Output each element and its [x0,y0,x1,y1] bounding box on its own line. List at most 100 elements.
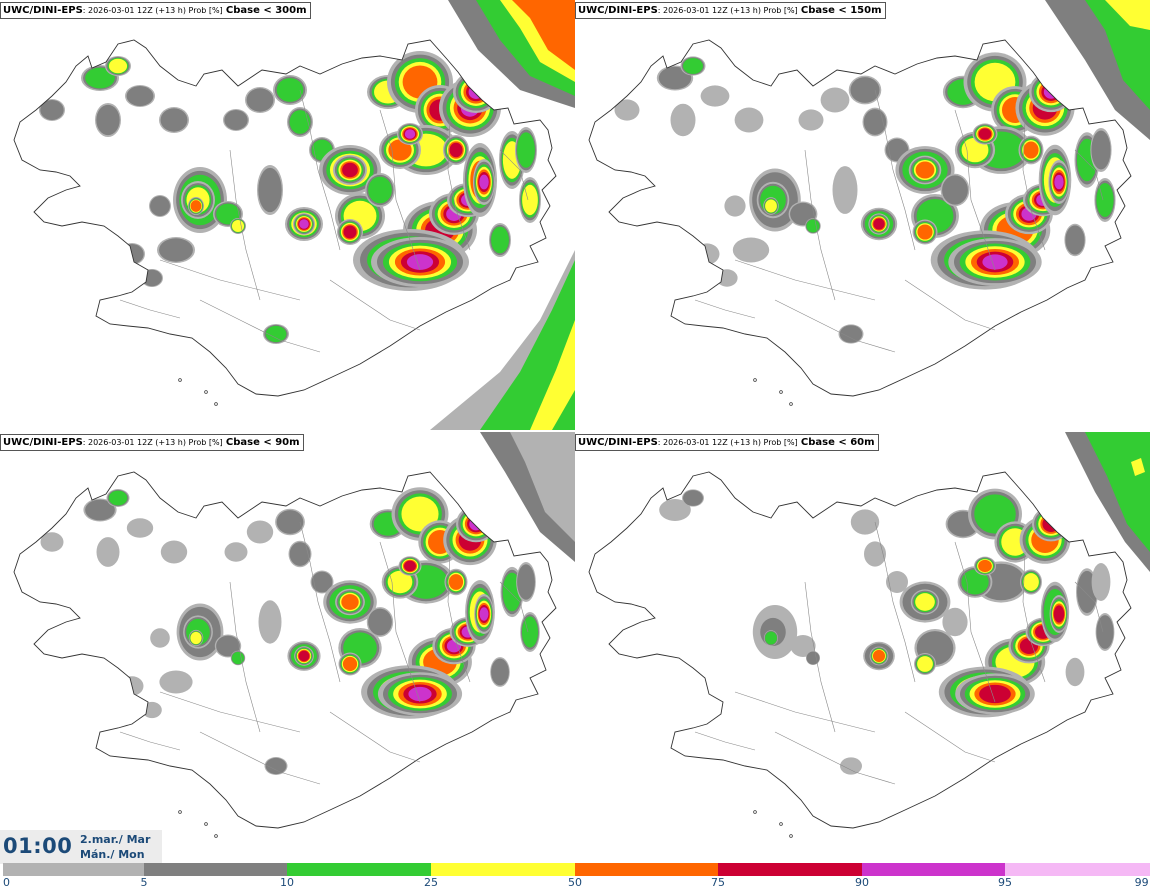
probability-contour [224,110,248,130]
probability-contour [1065,657,1085,687]
probability-contour [387,570,413,594]
probability-contour [265,757,287,775]
river-line [804,149,836,301]
river-line [874,89,916,251]
valid-time-box: 01:00 2.mar./ Mar Mán./ Mon [0,830,162,864]
color-bar-segment [287,863,431,876]
probability-contour [142,701,162,719]
probability-contour [659,499,691,521]
probability-contour [978,559,992,573]
probability-contour [342,162,358,178]
probability-contour [700,85,730,107]
probability-contour [1053,605,1065,623]
coastline [13,39,557,397]
probability-contour [142,269,162,287]
probability-contour [942,607,968,637]
probability-contour [864,541,886,567]
probability-contour [917,224,933,240]
probability-contour [820,87,850,113]
probability-contour [159,670,193,694]
probability-contour [449,142,463,158]
river-line [1074,149,1104,201]
valid-date: 2.mar./ Mar Mán./ Mon [80,832,150,862]
probability-contour [108,58,128,74]
probability-contour [517,564,535,600]
land-probability-field [39,51,541,344]
panel-title: UWC/DINI-EPS: 2026-03-01 12Z (+13 h) Pro… [0,434,304,451]
probability-map [588,432,1150,838]
island [214,402,218,406]
probability-contour [863,109,887,135]
river-line [774,731,896,785]
probability-contour [491,658,509,686]
probability-contour [190,631,202,645]
color-bar-segment [431,863,575,876]
probability-contour [1091,563,1111,601]
probability-contour [406,254,434,270]
probability-contour [368,176,392,204]
color-bar-tick-label: 99 [1134,876,1149,889]
probability-map [588,0,1150,406]
ocean-field [1045,0,1150,140]
river-line [199,731,321,785]
probability-contour [915,593,935,611]
probability-contour [126,518,154,538]
probability-contour [368,608,392,636]
probability-contour [150,628,170,648]
ocean-field [430,0,575,430]
probability-contour [265,325,287,343]
river-line [734,259,876,301]
probability-contour [716,269,738,287]
probability-contour [1065,225,1085,255]
probability-contour [246,520,274,544]
river-line [1022,551,1046,683]
probability-contour [258,167,282,213]
probability-contour [108,490,128,506]
probability-contour [341,594,359,610]
river-line [904,711,996,763]
probability-contour [40,100,64,120]
probability-contour [790,635,816,657]
island [779,390,783,394]
probability-contour [448,574,464,590]
probability-contour [614,99,640,121]
probability-contour [850,509,880,535]
probability-contour [1091,130,1111,170]
color-bar-tick-label: 10 [280,876,294,889]
ocean-field [480,432,575,562]
map-panel-cbase-60: UWC/DINI-EPS: 2026-03-01 12Z (+13 h) Pro… [575,432,1150,862]
probability-contour [85,499,115,521]
probability-contour [96,104,120,136]
probability-contour [299,219,309,229]
probability-contour [765,199,777,213]
probability-contour [160,540,188,564]
probability-contour [231,651,245,665]
river-line [119,299,181,319]
probability-contour [298,650,310,662]
probability-contour [160,108,188,132]
probability-contour [917,656,933,672]
map-panel-cbase-150: UWC/DINI-EPS: 2026-03-01 12Z (+13 h) Pro… [575,0,1150,430]
river-line [299,89,341,251]
river-line [447,119,471,251]
probability-contour [40,532,64,552]
probability-contour [388,139,412,161]
probability-contour [798,109,824,131]
probability-map [13,0,575,430]
probability-contour [404,560,416,572]
river-line [329,711,421,763]
probability-contour [1023,573,1039,591]
probability-contour [1023,141,1039,159]
river-line [774,299,896,353]
map-panel-cbase-90: UWC/DINI-EPS: 2026-03-01 12Z (+13 h) Pro… [0,432,575,862]
river-line [379,541,421,703]
river-line [499,149,529,201]
probability-contour [521,616,539,648]
probability-contour [682,58,704,74]
river-line [1022,119,1046,251]
valid-hour: 01:00 [3,834,73,858]
land-probability-field [40,487,540,775]
color-bar-segment [144,863,287,876]
probability-contour [479,607,489,621]
island [753,378,757,382]
